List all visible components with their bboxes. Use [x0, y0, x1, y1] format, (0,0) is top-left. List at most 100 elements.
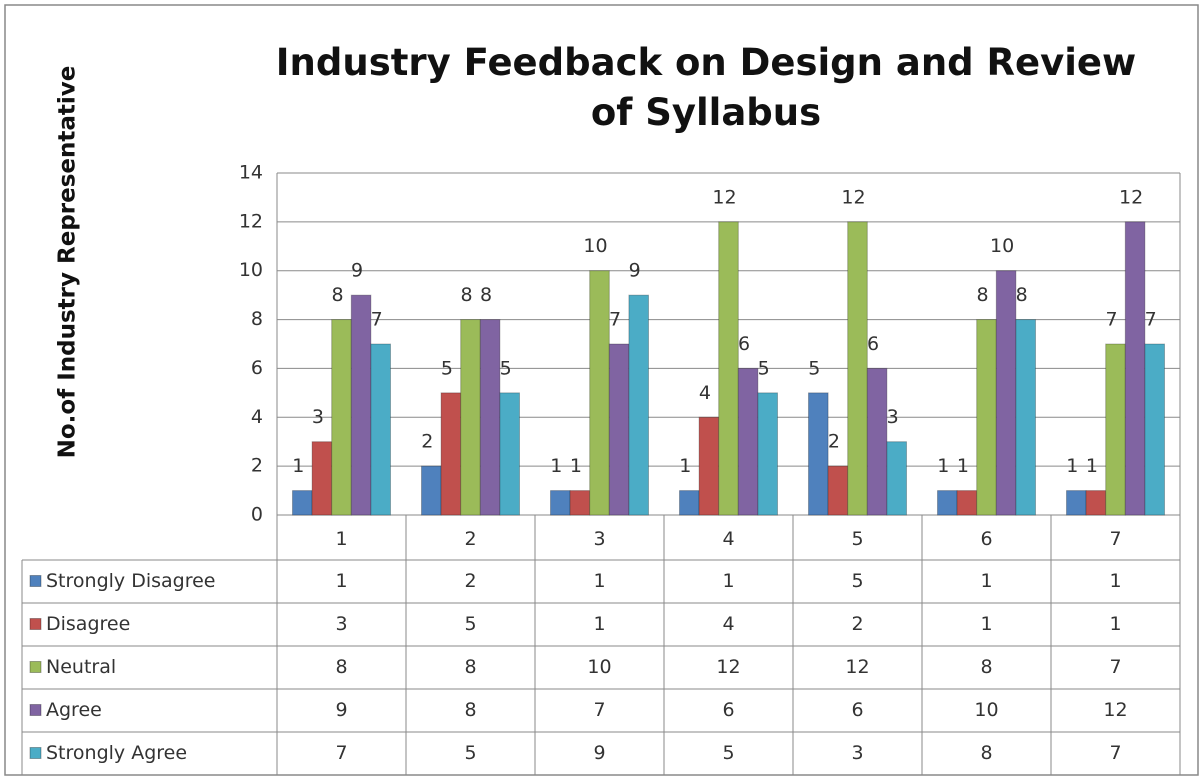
- legend-label: Agree: [46, 699, 102, 721]
- legend-label: Strongly Disagree: [46, 570, 215, 592]
- table-cell: 6: [722, 699, 734, 721]
- y-tick-label: 4: [251, 406, 263, 428]
- bar: [1085, 490, 1107, 516]
- data-label: 3: [887, 406, 899, 428]
- x-tick-label: 5: [851, 528, 863, 550]
- table-cell: 2: [464, 570, 476, 592]
- data-label: 8: [480, 284, 492, 306]
- data-label: 3: [312, 406, 324, 428]
- x-tick-label: 2: [464, 528, 476, 550]
- table-cell: 8: [335, 656, 347, 678]
- y-tick-label: 8: [251, 308, 263, 330]
- data-label: 1: [550, 455, 562, 477]
- table-cell: 2: [851, 613, 863, 635]
- bar: [292, 490, 313, 516]
- table-cell: 4: [722, 613, 734, 635]
- data-label: 7: [609, 309, 621, 331]
- data-label: 8: [976, 284, 988, 306]
- bar: [698, 416, 720, 516]
- table-cell: 5: [464, 742, 476, 764]
- data-label: 8: [1016, 284, 1028, 306]
- bar: [311, 441, 333, 516]
- table-cell: 8: [464, 656, 476, 678]
- table-cell: 1: [593, 570, 605, 592]
- table-cell: 5: [851, 570, 863, 592]
- data-label: 1: [957, 455, 969, 477]
- table-cell: 12: [716, 656, 740, 678]
- chart-title: Industry Feedback on Design and Review o…: [275, 41, 1137, 134]
- data-label: 1: [570, 455, 582, 477]
- data-label: 1: [937, 455, 949, 477]
- bar: [808, 392, 829, 516]
- data-label: 12: [841, 186, 865, 208]
- data-label: 6: [738, 333, 750, 355]
- bar: [976, 319, 997, 516]
- legend-label: Disagree: [46, 613, 130, 635]
- table-cell: 12: [1103, 699, 1127, 721]
- data-label: 10: [583, 235, 607, 257]
- data-label: 7: [371, 309, 383, 331]
- table-cell: 6: [851, 699, 863, 721]
- bar: [440, 392, 462, 516]
- table-cell: 10: [974, 699, 998, 721]
- bar: [479, 319, 501, 516]
- data-label: 7: [1105, 309, 1117, 331]
- bar: [937, 490, 958, 516]
- table-cell: 1: [1109, 613, 1121, 635]
- bar: [421, 465, 442, 516]
- table-cell: 7: [593, 699, 605, 721]
- y-tick-label: 0: [251, 504, 263, 526]
- y-tick-label: 14: [239, 162, 263, 184]
- x-tick-label: 3: [593, 528, 605, 550]
- bar: [956, 490, 978, 516]
- table-cell: 7: [335, 742, 347, 764]
- legend-swatch: [29, 747, 42, 759]
- bar: [460, 319, 481, 516]
- table-cell: 1: [335, 570, 347, 592]
- table-cell: 7: [1109, 656, 1121, 678]
- table-cell: 3: [335, 613, 347, 635]
- bar: [569, 490, 591, 516]
- data-label: 4: [699, 382, 711, 404]
- bar: [1105, 343, 1126, 516]
- bar: [608, 343, 630, 516]
- bar: [550, 490, 571, 516]
- bar: [331, 319, 352, 516]
- table-cell: 1: [593, 613, 605, 635]
- table-cell: 8: [464, 699, 476, 721]
- data-label: 9: [351, 260, 363, 282]
- table-cell: 8: [980, 656, 992, 678]
- legend-swatch: [29, 575, 42, 587]
- table-cell: 8: [980, 742, 992, 764]
- bar: [995, 270, 1017, 516]
- data-label: 12: [1119, 186, 1143, 208]
- y-tick-label: 10: [239, 259, 263, 281]
- data-label: 5: [441, 357, 453, 379]
- bar: [718, 221, 739, 516]
- y-axis-label: No.of Industry Representative: [55, 66, 81, 459]
- y-tick-label: 2: [251, 455, 263, 477]
- bar: [847, 221, 868, 516]
- bar: [1015, 319, 1037, 516]
- x-tick-label: 1: [335, 528, 347, 550]
- bar: [1066, 490, 1087, 516]
- bar: [679, 490, 700, 516]
- data-label: 10: [990, 235, 1014, 257]
- data-label: 1: [1066, 455, 1078, 477]
- data-label: 5: [808, 357, 820, 379]
- x-tick-label: 7: [1109, 528, 1121, 550]
- data-label: 1: [292, 455, 304, 477]
- legend-label: Strongly Agree: [46, 742, 187, 764]
- bar: [866, 367, 888, 516]
- data-label: 7: [1145, 309, 1157, 331]
- bar: [757, 392, 779, 516]
- table-cell: 5: [464, 613, 476, 635]
- table-cell: 1: [980, 570, 992, 592]
- data-label: 2: [421, 431, 433, 453]
- data-label: 9: [629, 260, 641, 282]
- data-label: 6: [867, 333, 879, 355]
- legend-label: Neutral: [46, 656, 116, 678]
- bar: [886, 441, 908, 516]
